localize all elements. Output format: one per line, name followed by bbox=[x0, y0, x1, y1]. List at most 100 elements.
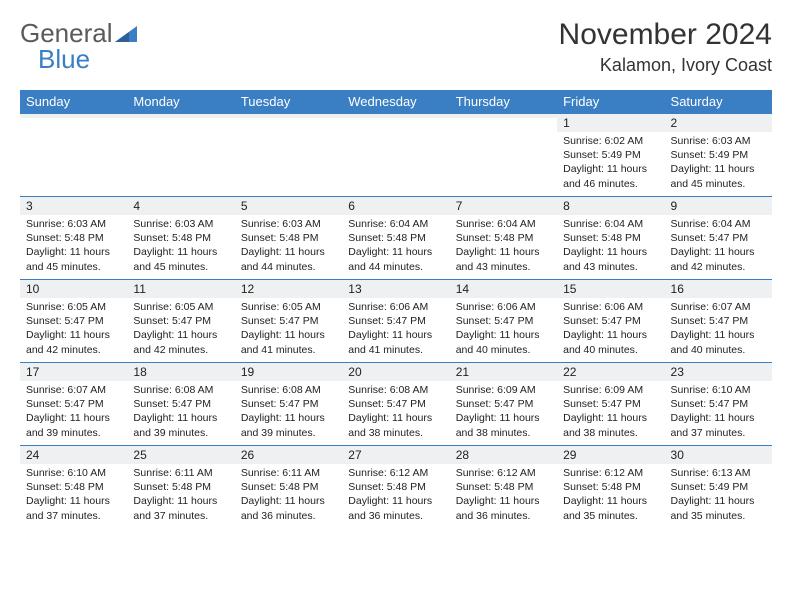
day-details: Sunrise: 6:09 AMSunset: 5:47 PMDaylight:… bbox=[450, 381, 557, 445]
day-details: Sunrise: 6:12 AMSunset: 5:48 PMDaylight:… bbox=[450, 464, 557, 528]
daylight-line: and 40 minutes. bbox=[456, 343, 553, 357]
brand-logo: General Blue bbox=[20, 18, 137, 72]
day-details: Sunrise: 6:07 AMSunset: 5:47 PMDaylight:… bbox=[665, 298, 772, 362]
daylight-line: and 37 minutes. bbox=[26, 509, 123, 523]
daylight-line: and 44 minutes. bbox=[241, 260, 338, 274]
day-details: Sunrise: 6:06 AMSunset: 5:47 PMDaylight:… bbox=[557, 298, 664, 362]
sunset-line: Sunset: 5:47 PM bbox=[563, 314, 660, 328]
day-details bbox=[235, 118, 342, 182]
day-number: 14 bbox=[450, 280, 557, 298]
sunrise-line: Sunrise: 6:06 AM bbox=[563, 300, 660, 314]
sunrise-line: Sunrise: 6:03 AM bbox=[241, 217, 338, 231]
sunset-line: Sunset: 5:48 PM bbox=[133, 480, 230, 494]
daylight-line: Daylight: 11 hours bbox=[133, 411, 230, 425]
day-details bbox=[450, 118, 557, 182]
calendar-cell: 15Sunrise: 6:06 AMSunset: 5:47 PMDayligh… bbox=[557, 280, 664, 363]
daylight-line: and 45 minutes. bbox=[671, 177, 768, 191]
sunrise-line: Sunrise: 6:12 AM bbox=[456, 466, 553, 480]
calendar-cell: 23Sunrise: 6:10 AMSunset: 5:47 PMDayligh… bbox=[665, 363, 772, 446]
daylight-line: and 42 minutes. bbox=[26, 343, 123, 357]
daylight-line: Daylight: 11 hours bbox=[241, 245, 338, 259]
page-title: November 2024 bbox=[559, 18, 772, 51]
calendar-cell-inner: 2Sunrise: 6:03 AMSunset: 5:49 PMDaylight… bbox=[665, 114, 772, 196]
sunset-line: Sunset: 5:47 PM bbox=[456, 397, 553, 411]
calendar-cell-inner: 21Sunrise: 6:09 AMSunset: 5:47 PMDayligh… bbox=[450, 363, 557, 445]
day-number: 5 bbox=[235, 197, 342, 215]
calendar-cell-inner: 7Sunrise: 6:04 AMSunset: 5:48 PMDaylight… bbox=[450, 197, 557, 279]
daylight-line: and 42 minutes. bbox=[671, 260, 768, 274]
sunrise-line: Sunrise: 6:07 AM bbox=[26, 383, 123, 397]
day-number: 28 bbox=[450, 446, 557, 464]
daylight-line: Daylight: 11 hours bbox=[563, 245, 660, 259]
calendar-cell-inner bbox=[127, 114, 234, 196]
daylight-line: and 38 minutes. bbox=[348, 426, 445, 440]
calendar-cell: 29Sunrise: 6:12 AMSunset: 5:48 PMDayligh… bbox=[557, 446, 664, 529]
sunset-line: Sunset: 5:47 PM bbox=[671, 397, 768, 411]
daylight-line: and 39 minutes. bbox=[133, 426, 230, 440]
daylight-line: and 38 minutes. bbox=[563, 426, 660, 440]
calendar-week-row: 1Sunrise: 6:02 AMSunset: 5:49 PMDaylight… bbox=[20, 114, 772, 197]
calendar-cell-inner: 6Sunrise: 6:04 AMSunset: 5:48 PMDaylight… bbox=[342, 197, 449, 279]
calendar-cell bbox=[450, 114, 557, 197]
calendar-cell: 20Sunrise: 6:08 AMSunset: 5:47 PMDayligh… bbox=[342, 363, 449, 446]
daylight-line: Daylight: 11 hours bbox=[456, 328, 553, 342]
sunrise-line: Sunrise: 6:11 AM bbox=[241, 466, 338, 480]
day-details: Sunrise: 6:03 AMSunset: 5:48 PMDaylight:… bbox=[127, 215, 234, 279]
calendar-cell bbox=[127, 114, 234, 197]
calendar-cell: 11Sunrise: 6:05 AMSunset: 5:47 PMDayligh… bbox=[127, 280, 234, 363]
sunrise-line: Sunrise: 6:05 AM bbox=[133, 300, 230, 314]
day-details: Sunrise: 6:06 AMSunset: 5:47 PMDaylight:… bbox=[342, 298, 449, 362]
day-details: Sunrise: 6:07 AMSunset: 5:47 PMDaylight:… bbox=[20, 381, 127, 445]
weekday-header: Wednesday bbox=[342, 90, 449, 114]
daylight-line: Daylight: 11 hours bbox=[671, 245, 768, 259]
day-details: Sunrise: 6:04 AMSunset: 5:47 PMDaylight:… bbox=[665, 215, 772, 279]
calendar-cell: 25Sunrise: 6:11 AMSunset: 5:48 PMDayligh… bbox=[127, 446, 234, 529]
day-number: 4 bbox=[127, 197, 234, 215]
sunrise-line: Sunrise: 6:09 AM bbox=[456, 383, 553, 397]
day-details: Sunrise: 6:02 AMSunset: 5:49 PMDaylight:… bbox=[557, 132, 664, 196]
sunset-line: Sunset: 5:48 PM bbox=[456, 231, 553, 245]
calendar-cell: 16Sunrise: 6:07 AMSunset: 5:47 PMDayligh… bbox=[665, 280, 772, 363]
day-details: Sunrise: 6:11 AMSunset: 5:48 PMDaylight:… bbox=[127, 464, 234, 528]
sunset-line: Sunset: 5:49 PM bbox=[563, 148, 660, 162]
daylight-line: Daylight: 11 hours bbox=[671, 494, 768, 508]
calendar-week-row: 24Sunrise: 6:10 AMSunset: 5:48 PMDayligh… bbox=[20, 446, 772, 529]
daylight-line: and 39 minutes. bbox=[241, 426, 338, 440]
calendar-cell-inner: 29Sunrise: 6:12 AMSunset: 5:48 PMDayligh… bbox=[557, 446, 664, 528]
day-number: 11 bbox=[127, 280, 234, 298]
day-number: 26 bbox=[235, 446, 342, 464]
day-number: 21 bbox=[450, 363, 557, 381]
sunrise-line: Sunrise: 6:06 AM bbox=[456, 300, 553, 314]
sunrise-line: Sunrise: 6:12 AM bbox=[348, 466, 445, 480]
sunrise-line: Sunrise: 6:05 AM bbox=[26, 300, 123, 314]
daylight-line: Daylight: 11 hours bbox=[26, 245, 123, 259]
day-number: 9 bbox=[665, 197, 772, 215]
calendar-cell-inner: 27Sunrise: 6:12 AMSunset: 5:48 PMDayligh… bbox=[342, 446, 449, 528]
day-details: Sunrise: 6:05 AMSunset: 5:47 PMDaylight:… bbox=[20, 298, 127, 362]
calendar-week-row: 10Sunrise: 6:05 AMSunset: 5:47 PMDayligh… bbox=[20, 280, 772, 363]
sunset-line: Sunset: 5:48 PM bbox=[563, 231, 660, 245]
calendar-cell-inner: 28Sunrise: 6:12 AMSunset: 5:48 PMDayligh… bbox=[450, 446, 557, 528]
calendar-cell: 14Sunrise: 6:06 AMSunset: 5:47 PMDayligh… bbox=[450, 280, 557, 363]
sunrise-line: Sunrise: 6:11 AM bbox=[133, 466, 230, 480]
calendar-cell-inner: 1Sunrise: 6:02 AMSunset: 5:49 PMDaylight… bbox=[557, 114, 664, 196]
calendar-cell: 13Sunrise: 6:06 AMSunset: 5:47 PMDayligh… bbox=[342, 280, 449, 363]
calendar-week-row: 3Sunrise: 6:03 AMSunset: 5:48 PMDaylight… bbox=[20, 197, 772, 280]
day-details: Sunrise: 6:12 AMSunset: 5:48 PMDaylight:… bbox=[557, 464, 664, 528]
calendar-cell-inner: 24Sunrise: 6:10 AMSunset: 5:48 PMDayligh… bbox=[20, 446, 127, 528]
sunset-line: Sunset: 5:48 PM bbox=[241, 231, 338, 245]
daylight-line: and 42 minutes. bbox=[133, 343, 230, 357]
sunset-line: Sunset: 5:48 PM bbox=[348, 480, 445, 494]
daylight-line: Daylight: 11 hours bbox=[26, 328, 123, 342]
sunset-line: Sunset: 5:47 PM bbox=[563, 397, 660, 411]
weekday-header: Thursday bbox=[450, 90, 557, 114]
day-number: 19 bbox=[235, 363, 342, 381]
day-details: Sunrise: 6:12 AMSunset: 5:48 PMDaylight:… bbox=[342, 464, 449, 528]
daylight-line: Daylight: 11 hours bbox=[241, 411, 338, 425]
daylight-line: and 41 minutes. bbox=[348, 343, 445, 357]
calendar-cell-inner: 11Sunrise: 6:05 AMSunset: 5:47 PMDayligh… bbox=[127, 280, 234, 362]
calendar-cell-inner: 9Sunrise: 6:04 AMSunset: 5:47 PMDaylight… bbox=[665, 197, 772, 279]
day-number: 10 bbox=[20, 280, 127, 298]
daylight-line: Daylight: 11 hours bbox=[456, 245, 553, 259]
day-details: Sunrise: 6:05 AMSunset: 5:47 PMDaylight:… bbox=[127, 298, 234, 362]
